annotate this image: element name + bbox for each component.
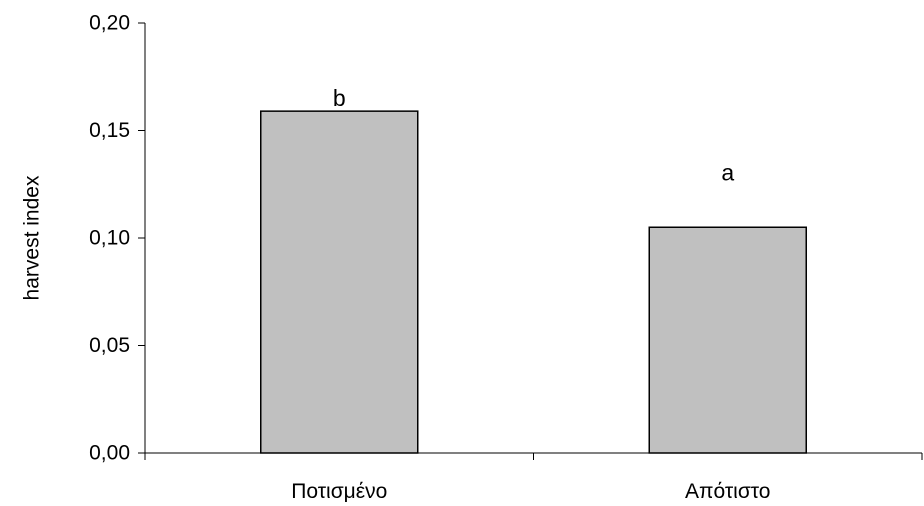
y-axis-title: harvest index <box>21 175 44 300</box>
y-axis-ticks: 0,00 0,05 0,10 0,15 0,20 <box>89 12 145 465</box>
significance-labels: ba <box>333 85 735 185</box>
x-axis-ticks: Ποτισμένο Απότιστο <box>144 453 923 503</box>
y-tick-label: 0,15 <box>89 119 130 142</box>
significance-letter: a <box>721 159 734 185</box>
y-tick-label: 0,00 <box>89 442 130 465</box>
bar <box>260 110 419 454</box>
bars <box>260 110 807 454</box>
y-tick-label: 0,10 <box>89 227 130 250</box>
y-tick-label: 0,05 <box>89 334 130 357</box>
y-tick-label: 0,20 <box>89 12 130 35</box>
significance-letter: b <box>333 85 346 111</box>
x-tick-label: Ποτισμένο <box>291 480 387 503</box>
bar <box>648 226 807 454</box>
x-tick-label: Απότιστο <box>685 480 770 503</box>
